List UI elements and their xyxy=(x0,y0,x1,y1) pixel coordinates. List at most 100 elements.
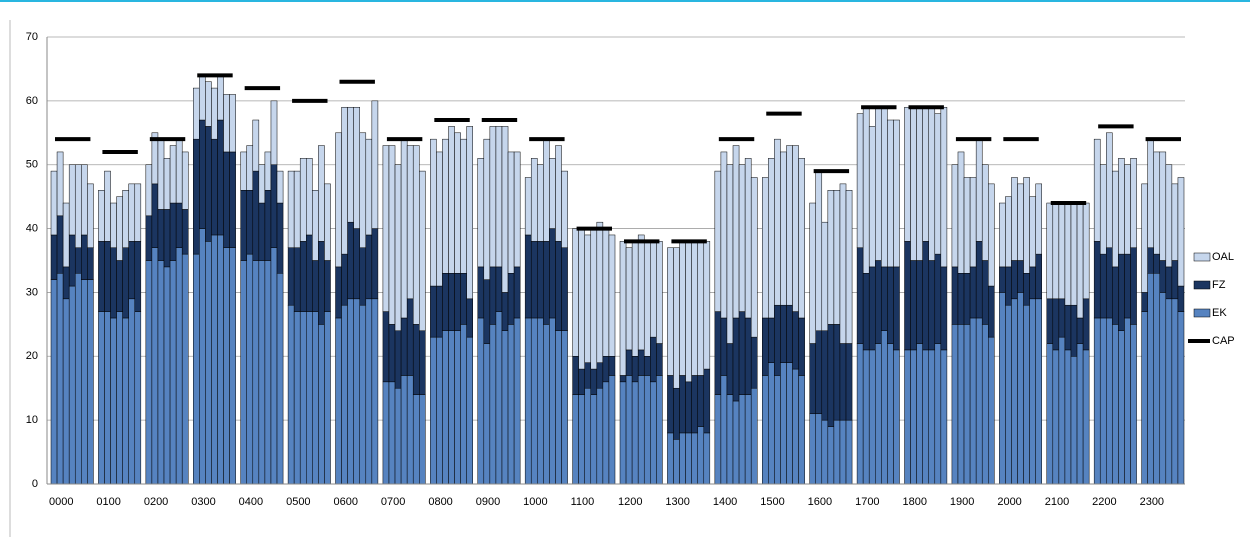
y-tick-label: 0 xyxy=(32,478,38,490)
bar-segment xyxy=(169,202,177,261)
bar-segment xyxy=(656,375,663,485)
bar-segment xyxy=(537,164,544,242)
bar-segment xyxy=(276,202,284,274)
bar-segment xyxy=(934,343,942,485)
x-tick-label: 0500 xyxy=(286,496,310,508)
x-tick-label: 1600 xyxy=(808,496,832,508)
bar-segment xyxy=(1035,183,1042,255)
bar-segment xyxy=(145,260,153,485)
bar-segment xyxy=(1147,247,1154,274)
bar-segment xyxy=(667,247,674,376)
bar-segment xyxy=(916,343,923,485)
bar-segment xyxy=(163,266,171,485)
bar-segment xyxy=(1011,260,1018,300)
x-tick-label: 1700 xyxy=(855,496,879,508)
bar-segment xyxy=(341,253,348,306)
bar-segment xyxy=(104,241,111,312)
bar-segment xyxy=(774,304,781,376)
bar-segment xyxy=(460,324,467,485)
bar-segment xyxy=(963,177,971,274)
bar-segment xyxy=(555,145,562,242)
bar-segment xyxy=(324,260,331,312)
bar-segment xyxy=(181,253,189,485)
x-tick-label: 0800 xyxy=(428,496,452,508)
bar-segment xyxy=(287,170,295,248)
bar-segment xyxy=(1124,164,1131,255)
y-tick-label: 60 xyxy=(26,95,38,107)
bar-segment xyxy=(299,158,307,242)
bar-segment xyxy=(365,138,373,236)
bar-segment xyxy=(596,362,604,389)
bar-segment xyxy=(412,324,420,395)
bar-segment xyxy=(419,170,426,331)
bar-segment xyxy=(193,87,200,140)
bar-segment xyxy=(780,304,787,363)
bar-segment xyxy=(868,349,876,485)
bar-segment xyxy=(1106,132,1113,248)
bar-segment xyxy=(762,317,769,376)
bar-segment xyxy=(530,158,538,242)
bar-segment xyxy=(318,324,325,485)
bar-segment xyxy=(1159,151,1167,261)
bar-segment xyxy=(1023,273,1030,306)
bar-segment xyxy=(50,234,58,280)
bar-segment xyxy=(940,106,948,268)
bar-segment xyxy=(1046,202,1054,300)
bar-segment xyxy=(1118,253,1125,331)
bar-segment xyxy=(240,190,247,261)
bar-segment xyxy=(887,119,894,268)
bar-segment xyxy=(501,330,509,485)
bar-segment xyxy=(549,158,556,229)
bar-segment xyxy=(726,164,734,344)
bar-segment xyxy=(448,330,455,485)
bar-segment xyxy=(881,266,888,331)
bar-segment xyxy=(134,311,142,485)
bar-segment xyxy=(827,426,835,485)
bar-segment xyxy=(151,247,159,485)
bar-segment xyxy=(1005,266,1012,306)
bar-segment xyxy=(596,221,604,363)
bar-segment xyxy=(602,228,610,357)
x-tick-label: 1000 xyxy=(523,496,547,508)
bar-segment xyxy=(270,100,278,165)
bar-segment xyxy=(205,241,212,485)
bar-segment xyxy=(223,247,230,485)
bar-segment xyxy=(175,247,183,485)
bar-segment xyxy=(1046,343,1054,485)
x-tick-label: 0200 xyxy=(144,496,168,508)
bar-segment xyxy=(312,260,319,312)
bar-segment xyxy=(893,119,900,268)
bar-segment xyxy=(549,317,556,485)
bar-segment xyxy=(1011,177,1018,261)
bar-segment xyxy=(798,317,805,376)
bar-segment xyxy=(561,330,568,485)
bar-segment xyxy=(287,304,295,485)
bar-segment xyxy=(868,126,876,268)
bar-segment xyxy=(122,190,129,248)
bar-segment xyxy=(839,343,847,421)
bar-segment xyxy=(881,330,888,485)
bar-segment xyxy=(110,202,117,248)
bar-segment xyxy=(181,209,189,255)
bar-segment xyxy=(602,356,610,383)
bar-segment xyxy=(862,106,870,274)
bar-segment xyxy=(780,362,787,485)
bar-segment xyxy=(596,387,604,485)
bar-segment xyxy=(631,241,639,357)
bar-segment xyxy=(798,158,805,319)
bar-segment xyxy=(74,164,82,248)
bar-segment xyxy=(703,432,711,485)
bar-segment xyxy=(1153,253,1161,274)
bar-segment xyxy=(454,330,461,485)
bar-segment xyxy=(584,362,592,389)
bar-segment xyxy=(774,375,781,485)
bar-segment xyxy=(371,228,379,300)
bar-segment xyxy=(1106,247,1113,319)
x-tick-label: 0700 xyxy=(381,496,405,508)
bar-segment xyxy=(489,266,497,325)
x-tick-label: 1900 xyxy=(950,496,974,508)
bar-segment xyxy=(1076,343,1084,485)
bar-segment xyxy=(448,273,455,331)
bar-segment xyxy=(549,228,556,319)
